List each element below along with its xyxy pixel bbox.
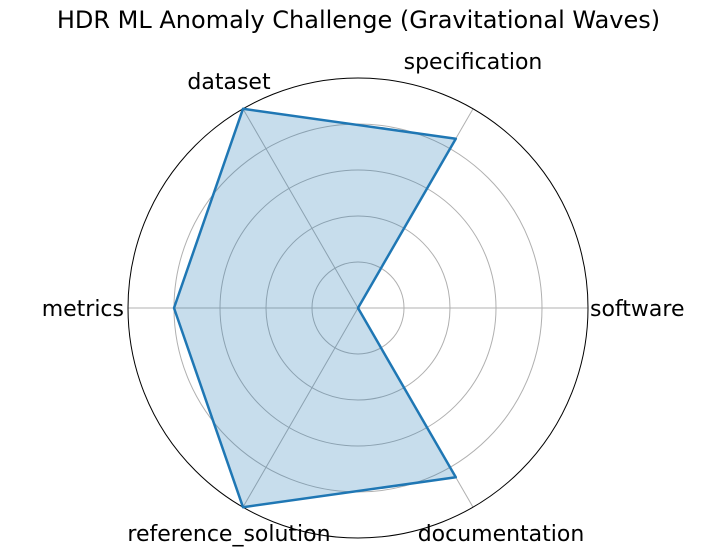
axis-spoke-reference_solution bbox=[242, 307, 359, 508]
axis-label-reference_solution: reference_solution bbox=[127, 522, 330, 547]
label-layer: software specification dataset metrics refer… bbox=[42, 50, 685, 547]
axis-label-software: software bbox=[590, 297, 684, 322]
chart-title: HDR ML Anomaly Challenge (Gravitational … bbox=[56, 6, 661, 34]
axis-spoke-dataset bbox=[242, 108, 359, 309]
axis-label-dataset: dataset bbox=[187, 70, 271, 95]
axis-label-metrics: metrics bbox=[42, 297, 124, 322]
series-fill bbox=[174, 108, 456, 508]
data-layer bbox=[172, 107, 458, 509]
axis-label-specification: specification bbox=[404, 50, 543, 75]
series-line bbox=[172, 107, 458, 509]
polar-frame bbox=[127, 77, 589, 539]
axis-label-documentation: documentation bbox=[418, 522, 585, 547]
